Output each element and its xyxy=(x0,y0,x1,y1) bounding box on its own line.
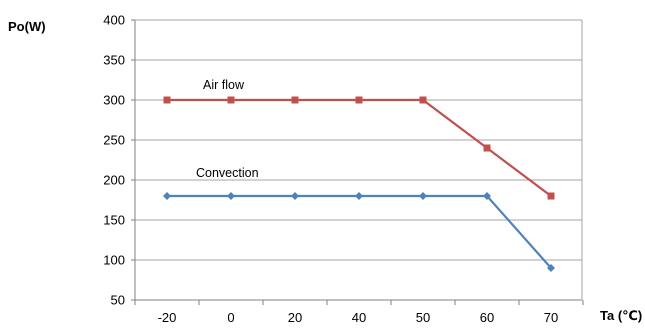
y-tick-label: 50 xyxy=(111,293,125,308)
x-tick-label: 60 xyxy=(480,310,494,325)
data-point-marker xyxy=(355,192,363,200)
data-point-marker xyxy=(483,144,491,152)
gridlines xyxy=(135,19,583,300)
x-axis-title: Ta (℃) xyxy=(600,308,642,323)
y-tick-label: 100 xyxy=(103,253,125,268)
data-point-marker xyxy=(483,192,491,200)
y-tick-label: 200 xyxy=(103,173,125,188)
series-line-air-flow xyxy=(167,98,552,197)
series-label-convection: Convection xyxy=(196,166,259,180)
labels-group: Po(W) Ta (℃) Air flow Convection xyxy=(8,19,642,323)
x-tick-label: 20 xyxy=(288,310,302,325)
data-point-marker xyxy=(227,192,235,200)
axes: 50 100 150 200 250 300 350 400 -20 0 20 40 50 60 70 xyxy=(103,13,584,325)
data-point-marker xyxy=(163,192,171,200)
data-point-marker xyxy=(419,192,427,200)
x-tick-label: -20 xyxy=(158,310,177,325)
data-point-marker xyxy=(291,192,299,200)
data-point-marker xyxy=(227,96,235,104)
x-tick-label: 40 xyxy=(352,310,366,325)
series-line-convection xyxy=(167,194,552,269)
data-point-marker xyxy=(355,96,363,104)
y-axis-title: Po(W) xyxy=(8,19,46,34)
data-point-marker xyxy=(291,96,299,104)
y-tick-label: 400 xyxy=(103,13,125,28)
data-point-marker xyxy=(163,96,171,104)
series-group xyxy=(163,96,555,272)
y-tick-label: 150 xyxy=(103,213,125,228)
data-point-marker xyxy=(547,264,555,272)
x-tick-label: 50 xyxy=(416,310,430,325)
series-label-air-flow: Air flow xyxy=(203,78,245,92)
y-tick-label: 250 xyxy=(103,133,125,148)
x-tick-label: 0 xyxy=(227,310,234,325)
x-tick-label: 70 xyxy=(544,310,558,325)
y-tick-label: 300 xyxy=(103,93,125,108)
y-tick-label: 350 xyxy=(103,53,125,68)
data-point-marker xyxy=(419,96,427,104)
data-point-marker xyxy=(547,192,555,200)
